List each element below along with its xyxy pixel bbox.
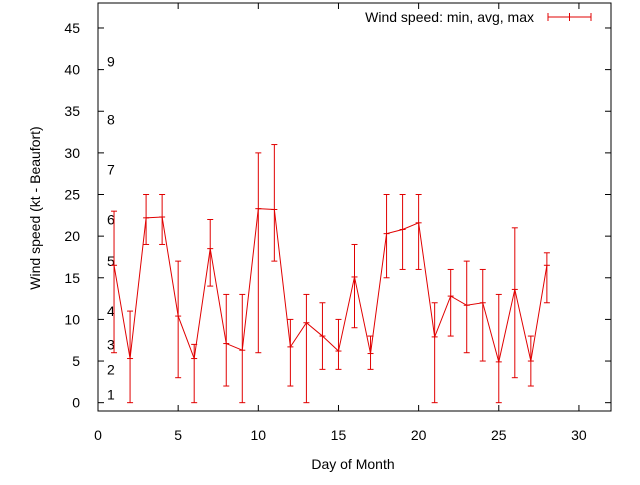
y-tick-label: 45 [64,20,80,36]
y-tick-label: 40 [64,62,80,78]
series-layer [111,144,550,404]
beaufort-label: 3 [107,336,115,352]
beaufort-layer: 1 2 3 4 5 6 7 8 9 [107,53,115,402]
y-tick-label: 30 [64,145,80,161]
y-tick-label: 25 [64,187,80,203]
beaufort-label: 7 [107,162,115,178]
x-axis-label: Day of Month [311,456,394,472]
legend-sample [547,13,592,21]
x-tick-label: 20 [411,427,427,443]
beaufort-label: 1 [107,386,115,402]
y-tick-label: 35 [64,103,80,119]
avg-line [113,208,548,363]
beaufort-label: 9 [107,53,115,69]
x-tick-label: 10 [251,427,267,443]
plot-frame [97,2,612,412]
beaufort-label: 6 [107,211,115,227]
legend-label: Wind speed: min, avg, max [365,9,534,25]
legend: Wind speed: min, avg, max [365,9,592,25]
y-tick-label: 15 [64,270,80,286]
beaufort-label: 5 [107,253,115,269]
y-axis-label: Wind speed (kt - Beaufort) [27,126,43,289]
beaufort-label: 2 [107,361,115,377]
beaufort-label: 4 [107,303,115,319]
x-tick-label: 30 [571,427,587,443]
x-tick-label: 15 [331,427,347,443]
y-tick-label: 5 [72,353,80,369]
y-tick-label: 20 [64,228,80,244]
x-tick-label: 0 [94,427,102,443]
x-tick-label: 5 [174,427,182,443]
y-tick-label: 10 [64,311,80,327]
y-tick-label: 0 [72,395,80,411]
x-tick-label: 25 [491,427,507,443]
beaufort-label: 8 [107,112,115,128]
